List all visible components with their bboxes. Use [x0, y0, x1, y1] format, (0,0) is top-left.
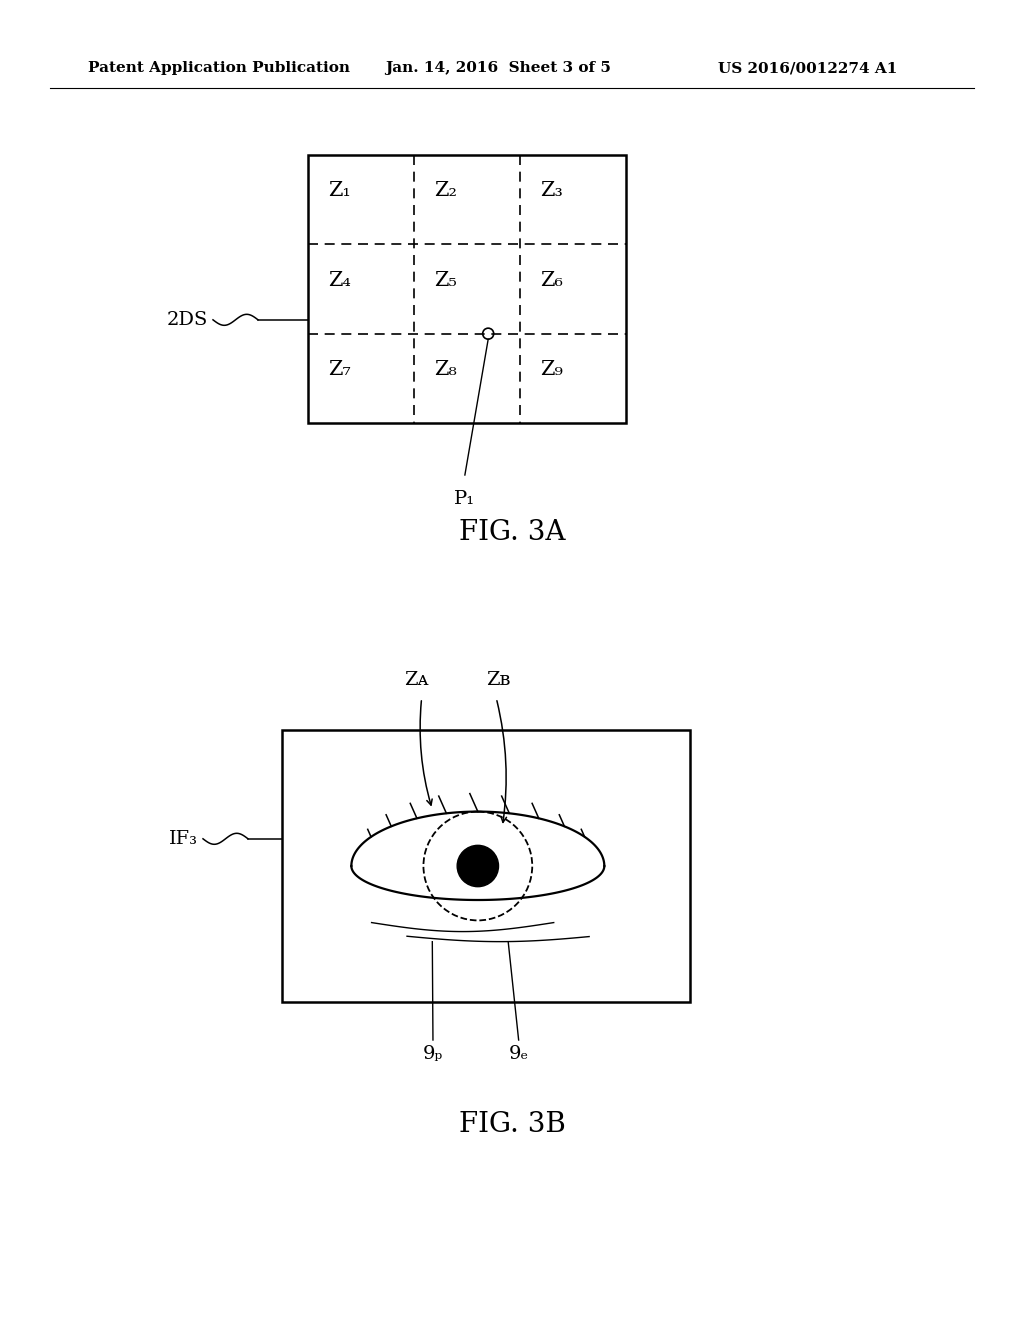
Bar — [308, 154, 626, 422]
Bar — [282, 730, 690, 1002]
Text: Zʙ: Zʙ — [486, 671, 511, 689]
Text: Z₂: Z₂ — [434, 181, 458, 201]
Text: IF₃: IF₃ — [169, 830, 198, 847]
Text: Z₁: Z₁ — [329, 181, 351, 201]
Text: Jan. 14, 2016  Sheet 3 of 5: Jan. 14, 2016 Sheet 3 of 5 — [385, 61, 611, 75]
Circle shape — [457, 845, 499, 887]
Text: Z₆: Z₆ — [541, 271, 563, 289]
Text: Z₅: Z₅ — [434, 271, 457, 289]
Text: US 2016/0012274 A1: US 2016/0012274 A1 — [718, 61, 897, 75]
Text: FIG. 3A: FIG. 3A — [459, 520, 565, 546]
Text: 9ₚ: 9ₚ — [423, 1045, 443, 1063]
Text: Z₄: Z₄ — [329, 271, 351, 289]
Text: Patent Application Publication: Patent Application Publication — [88, 61, 350, 75]
Text: Z₃: Z₃ — [541, 181, 563, 201]
Text: Zᴀ: Zᴀ — [404, 671, 429, 689]
Text: 2DS: 2DS — [167, 310, 208, 329]
Text: FIG. 3B: FIG. 3B — [459, 1110, 565, 1138]
Text: Z₉: Z₉ — [541, 360, 563, 379]
Text: 9ₑ: 9ₑ — [509, 1045, 528, 1063]
Text: Z₈: Z₈ — [434, 360, 457, 379]
Text: P₁: P₁ — [455, 490, 475, 508]
Text: Z₇: Z₇ — [329, 360, 351, 379]
